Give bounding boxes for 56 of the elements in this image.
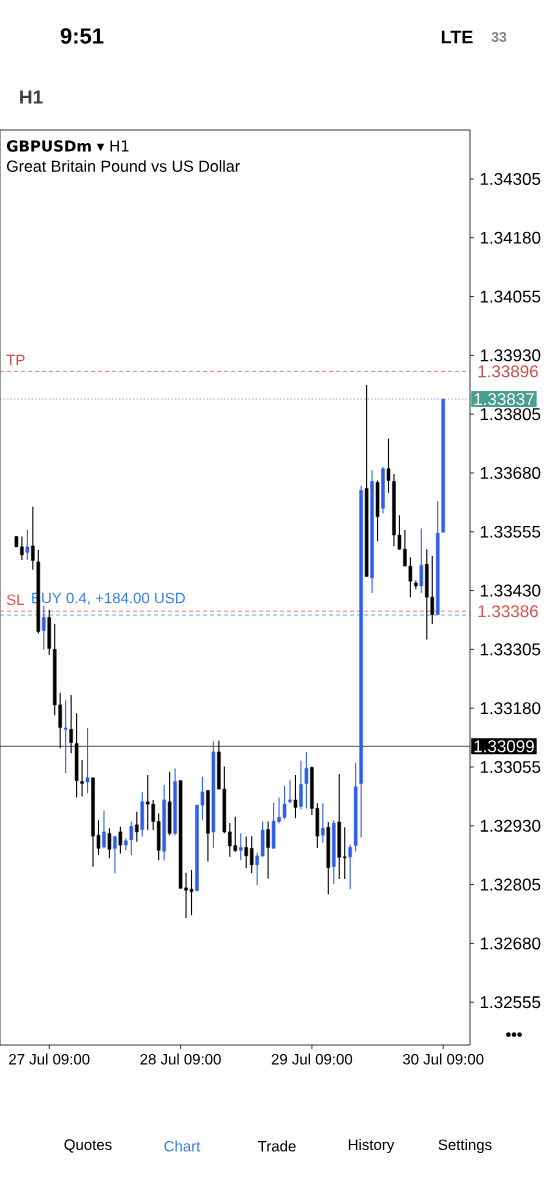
candlestick bbox=[386, 438, 391, 494]
text: ••• bbox=[506, 1032, 522, 1037]
text: 1.33386 bbox=[478, 605, 538, 618]
text: 1.33099 bbox=[474, 740, 534, 753]
x-tick-label: 29 Jul 09:00 bbox=[271, 1053, 353, 1065]
y-tick-label: 1.32555 bbox=[480, 996, 541, 1009]
ref-line-label: SL bbox=[6, 594, 25, 606]
candlestick bbox=[342, 826, 347, 880]
text: Chart bbox=[164, 1140, 201, 1152]
x-tick-label: 27 Jul 09:00 bbox=[9, 1053, 90, 1065]
y-tick-label: 1.33430 bbox=[480, 584, 541, 597]
text: H1 bbox=[20, 90, 43, 104]
candlestick bbox=[321, 802, 325, 844]
text: Trade bbox=[258, 1140, 296, 1152]
y-tick-label: 1.32805 bbox=[480, 878, 541, 891]
candlestick bbox=[63, 699, 68, 774]
candlestick bbox=[85, 727, 90, 794]
y-tick-label: 1.34055 bbox=[480, 290, 541, 303]
text: History bbox=[348, 1139, 395, 1153]
candlestick bbox=[364, 384, 369, 577]
candlestick bbox=[135, 811, 139, 843]
candlestick bbox=[375, 479, 380, 542]
x-tick-label: 30 Jul 09:00 bbox=[402, 1053, 484, 1065]
candlestick bbox=[244, 836, 249, 869]
y-tick-label: 1.33180 bbox=[480, 702, 541, 715]
candlestick bbox=[238, 832, 243, 861]
text: GBPUSDm ▾ H1 bbox=[6, 140, 129, 152]
candlestick bbox=[107, 827, 112, 859]
candlestick bbox=[441, 398, 445, 533]
candlestick bbox=[25, 528, 30, 561]
y-tick-label: 1.33930 bbox=[480, 349, 541, 362]
y-tick-label: 1.34305 bbox=[480, 172, 541, 185]
y-tick-label: 1.34180 bbox=[480, 231, 541, 244]
text: LTE bbox=[441, 30, 473, 44]
y-tick-label: 1.33305 bbox=[480, 643, 541, 656]
text: 1.33837 bbox=[474, 393, 534, 406]
candlestick bbox=[211, 741, 216, 849]
candlestick bbox=[304, 751, 309, 809]
candlestick bbox=[167, 771, 172, 836]
candlestick bbox=[293, 774, 298, 819]
candlestick bbox=[118, 826, 123, 855]
y-tick-label: 1.33805 bbox=[480, 408, 541, 421]
y-tick-label: 1.32680 bbox=[480, 937, 541, 950]
ref-line-label: TP bbox=[6, 354, 25, 366]
y-tick-label: 1.33680 bbox=[480, 466, 541, 479]
text: 33 bbox=[491, 32, 507, 42]
text: 9:51 bbox=[60, 28, 104, 44]
candlestick bbox=[353, 762, 358, 853]
x-tick-label: 28 Jul 09:00 bbox=[140, 1053, 221, 1065]
y-tick-label: 1.33055 bbox=[480, 760, 541, 774]
text: 1.33896 bbox=[478, 365, 538, 378]
y-tick-label: 1.32930 bbox=[480, 819, 541, 832]
text: Great Britain Pound vs US Dollar bbox=[7, 160, 240, 172]
text: Quotes bbox=[64, 1139, 112, 1153]
text: Settings bbox=[438, 1139, 492, 1153]
y-tick-label: 1.33555 bbox=[480, 525, 541, 538]
